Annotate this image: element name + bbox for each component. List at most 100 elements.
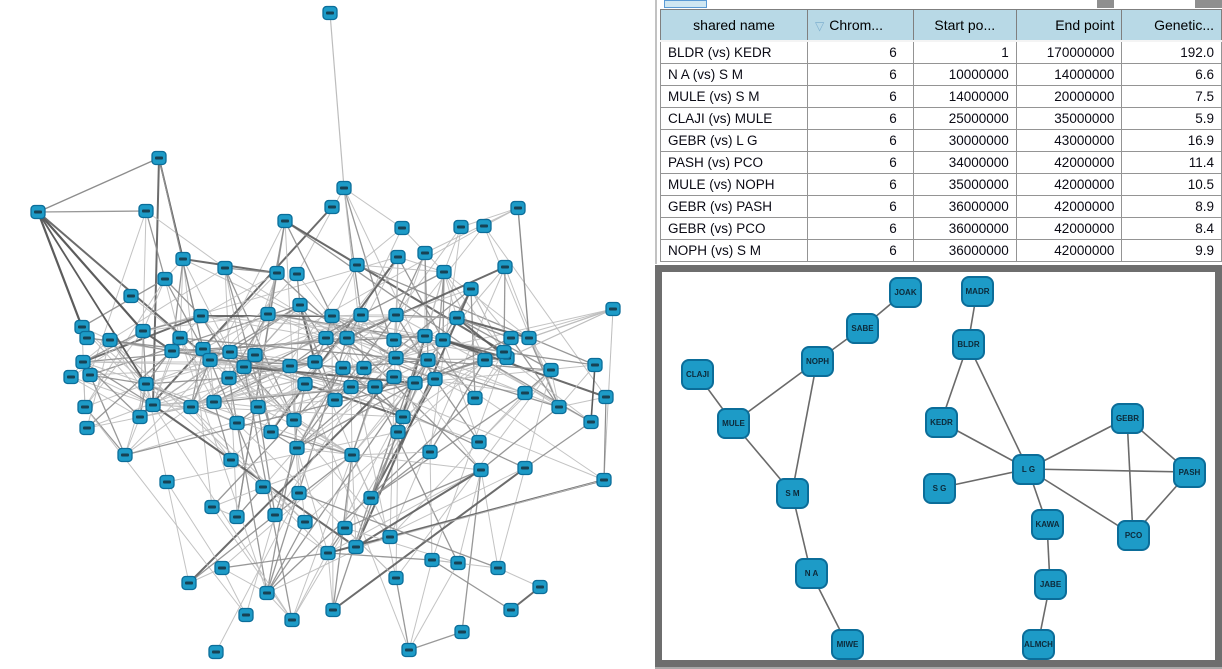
network-node[interactable] <box>450 555 466 571</box>
network-node[interactable] <box>436 264 452 280</box>
network-node[interactable] <box>286 412 302 428</box>
cell-chrom[interactable]: 6 <box>807 40 914 64</box>
cell-chrom[interactable]: 6 <box>807 63 914 86</box>
network-node[interactable] <box>214 560 230 576</box>
network-node[interactable] <box>325 602 341 618</box>
network-node[interactable] <box>181 575 197 591</box>
network-node[interactable] <box>422 444 438 460</box>
cell-end[interactable]: 43000000 <box>1015 129 1123 152</box>
network-node[interactable] <box>471 434 487 450</box>
network-node[interactable] <box>356 360 372 376</box>
cell-chrom[interactable]: 6 <box>807 239 914 262</box>
network-node[interactable] <box>238 607 254 623</box>
network-node[interactable] <box>217 260 233 276</box>
network-node[interactable] <box>318 330 334 346</box>
table-row[interactable]: MULE (vs) NOPH 6 35000000 42000000 10.5 <box>659 173 1222 196</box>
network-node[interactable] <box>138 203 154 219</box>
network-node[interactable] <box>386 332 402 348</box>
network-node[interactable] <box>175 251 191 267</box>
cell-shared[interactable]: MULE (vs) S M <box>659 85 809 108</box>
table-row[interactable]: NOPH (vs) S M 6 36000000 42000000 9.9 <box>659 239 1222 262</box>
network-node[interactable] <box>159 474 175 490</box>
cell-start[interactable]: 35000000 <box>912 173 1017 196</box>
network-node[interactable] <box>388 350 404 366</box>
network-node[interactable] <box>117 447 133 463</box>
network-node[interactable] <box>551 399 567 415</box>
cell-end[interactable]: 42000000 <box>1015 151 1123 174</box>
network-node[interactable] <box>221 370 237 386</box>
cell-chrom[interactable]: 6 <box>807 217 914 240</box>
network-node[interactable] <box>263 424 279 440</box>
network-node[interactable] <box>229 509 245 525</box>
network-node-mule[interactable]: MULE <box>717 408 750 439</box>
cell-end[interactable]: 42000000 <box>1015 195 1123 218</box>
column-header-start[interactable]: Start po... <box>912 9 1017 42</box>
network-node-miwe[interactable]: MIWE <box>831 629 864 660</box>
network-node[interactable] <box>172 330 188 346</box>
network-node[interactable] <box>417 245 433 261</box>
network-node[interactable] <box>236 359 252 375</box>
network-node[interactable] <box>605 301 621 317</box>
network-node[interactable] <box>183 399 199 415</box>
network-node-joak[interactable]: JOAK <box>889 277 922 308</box>
network-node-s-g[interactable]: S G <box>923 473 956 504</box>
cell-start[interactable]: 34000000 <box>912 151 1017 174</box>
table-row[interactable]: GEBR (vs) PCO 6 36000000 42000000 8.4 <box>659 217 1222 240</box>
network-node[interactable] <box>344 447 360 463</box>
network-node-n-a[interactable]: N A <box>795 558 828 589</box>
cell-shared[interactable]: NOPH (vs) S M <box>659 239 809 262</box>
cell-start[interactable]: 25000000 <box>912 107 1017 130</box>
network-node[interactable] <box>63 369 79 385</box>
network-node[interactable] <box>496 344 512 360</box>
network-node[interactable] <box>206 394 222 410</box>
column-header-genetic[interactable]: Genetic... <box>1121 9 1222 42</box>
network-node-almch[interactable]: ALMCH <box>1022 629 1055 660</box>
cell-end[interactable]: 35000000 <box>1015 107 1123 130</box>
cell-genetic[interactable]: 7.5 <box>1121 85 1222 108</box>
network-node[interactable] <box>164 343 180 359</box>
table-row[interactable]: PASH (vs) PCO 6 34000000 42000000 11.4 <box>659 151 1222 174</box>
cell-chrom[interactable]: 6 <box>807 107 914 130</box>
network-node[interactable] <box>255 479 271 495</box>
network-node[interactable] <box>388 570 404 586</box>
network-node-kedr[interactable]: KEDR <box>925 407 958 438</box>
cell-start[interactable]: 36000000 <box>912 195 1017 218</box>
network-node[interactable] <box>521 330 537 346</box>
cell-chrom[interactable]: 6 <box>807 173 914 196</box>
large-network-canvas[interactable] <box>0 0 655 669</box>
cell-genetic[interactable]: 6.6 <box>1121 63 1222 86</box>
network-node[interactable] <box>320 545 336 561</box>
network-node[interactable] <box>449 310 465 326</box>
network-node-bldr[interactable]: BLDR <box>952 329 985 360</box>
cell-start[interactable]: 1 <box>912 40 1017 64</box>
table-row[interactable]: GEBR (vs) PASH 6 36000000 42000000 8.9 <box>659 195 1222 218</box>
network-node[interactable] <box>307 354 323 370</box>
network-node[interactable] <box>401 642 417 658</box>
cell-end[interactable]: 20000000 <box>1015 85 1123 108</box>
network-node-pco[interactable]: PCO <box>1117 520 1150 551</box>
network-node[interactable] <box>223 452 239 468</box>
column-header-chrom[interactable]: ▽ Chrom... <box>807 9 914 42</box>
network-node[interactable] <box>420 352 436 368</box>
cell-start[interactable]: 36000000 <box>912 217 1017 240</box>
network-node[interactable] <box>336 180 352 196</box>
table-row[interactable]: N A (vs) S M 6 10000000 14000000 6.6 <box>659 63 1222 86</box>
network-node[interactable] <box>102 332 118 348</box>
cell-genetic[interactable]: 8.9 <box>1121 195 1222 218</box>
network-node[interactable] <box>453 219 469 235</box>
network-node-madr[interactable]: MADR <box>961 276 994 307</box>
cell-shared[interactable]: BLDR (vs) KEDR <box>659 40 809 64</box>
network-node[interactable] <box>267 507 283 523</box>
table-row[interactable]: CLAJI (vs) MULE 6 25000000 35000000 5.9 <box>659 107 1222 130</box>
network-node[interactable] <box>259 585 275 601</box>
network-node[interactable] <box>202 352 218 368</box>
cell-genetic[interactable]: 192.0 <box>1121 40 1222 64</box>
network-node[interactable] <box>596 472 612 488</box>
network-node[interactable] <box>517 460 533 476</box>
cell-start[interactable]: 10000000 <box>912 63 1017 86</box>
network-node[interactable] <box>417 328 433 344</box>
network-node[interactable] <box>503 602 519 618</box>
network-node[interactable] <box>247 347 263 363</box>
network-node[interactable] <box>322 5 338 21</box>
network-node[interactable] <box>587 357 603 373</box>
